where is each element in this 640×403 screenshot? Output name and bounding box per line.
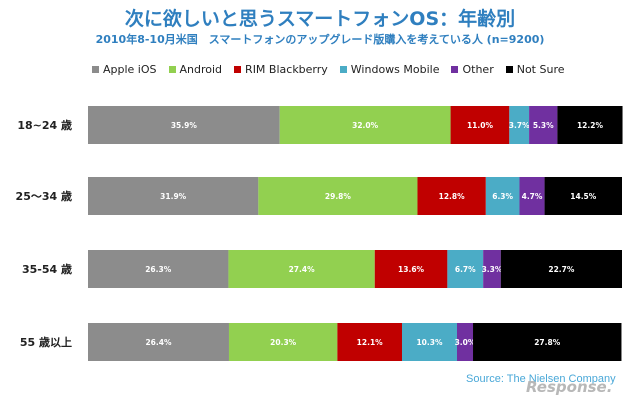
legend-label: Android — [179, 62, 223, 76]
source-note: Source: The Nielsen Company — [466, 373, 616, 385]
legend-swatch — [505, 65, 513, 73]
bar-segment — [228, 250, 375, 288]
legend-label: RIM Blackberry — [245, 62, 328, 76]
legend-label: Windows Mobile — [350, 62, 440, 76]
category-label: 55 歳以上 — [20, 335, 72, 349]
bar-segment — [509, 106, 530, 144]
legend-item: Not Sure — [505, 62, 565, 76]
category-label: 18~24 歳 — [17, 118, 72, 132]
bar-segment — [450, 106, 510, 144]
legend-swatch — [451, 65, 459, 73]
bar-segment — [88, 323, 229, 361]
data-label: 11.0% — [467, 121, 494, 130]
legend-item: Windows Mobile — [339, 62, 440, 76]
legend-swatch — [168, 65, 176, 73]
data-label: 13.6% — [398, 265, 425, 274]
bar-segment — [473, 323, 622, 361]
data-label: 22.7% — [548, 265, 575, 274]
data-label: 20.3% — [270, 338, 297, 347]
bar-segment — [374, 250, 448, 288]
category-label: 25～34 歳 — [16, 189, 72, 203]
data-label: 6.7% — [455, 265, 476, 274]
data-label: 4.7% — [522, 192, 543, 201]
watermark-logo: Response. — [526, 378, 613, 396]
legend-swatch — [234, 65, 242, 73]
bar-segment — [337, 323, 402, 361]
bar-segment — [544, 177, 622, 215]
bar-segment — [258, 177, 418, 215]
data-label: 32.0% — [352, 121, 379, 130]
legend-swatch — [92, 65, 99, 73]
bar-segment — [88, 106, 280, 144]
data-label: 5.3% — [533, 121, 554, 130]
chart-subtitle: 2010年8-10月米国 スマートフォンのアップグレード版購入を考えている人 (… — [95, 33, 545, 46]
bar-segment — [557, 106, 623, 144]
legend-item: Android — [168, 62, 223, 76]
bar-segment — [88, 177, 259, 215]
data-label: 27.4% — [289, 265, 316, 274]
bar-segment — [447, 250, 484, 288]
data-label: 6.3% — [492, 192, 513, 201]
data-label: 27.8% — [534, 338, 561, 347]
bar-segment — [228, 323, 338, 361]
data-label: 12.1% — [357, 338, 384, 347]
bar-segment — [279, 106, 451, 144]
bar-segment — [401, 323, 457, 361]
bar-segment — [485, 177, 520, 215]
chart-title: 次に欲しいと思うスマートフォンOS：年齢別 — [124, 8, 516, 30]
data-label: 26.3% — [145, 265, 172, 274]
data-label: 35.9% — [171, 121, 198, 130]
data-label: 3.3% — [482, 265, 503, 274]
data-label: 12.2% — [577, 121, 604, 130]
legend-item: RIM Blackberry — [234, 63, 328, 76]
data-label: 14.5% — [570, 192, 597, 201]
data-label: 3.7% — [509, 121, 530, 130]
data-label: 26.4% — [145, 338, 172, 347]
category-label: 35-54 歳 — [22, 262, 72, 276]
legend-label: Apple iOS — [103, 62, 157, 76]
bar-segment — [456, 323, 474, 361]
bar-segment — [519, 177, 545, 215]
legend-item: Apple iOS — [92, 63, 157, 76]
data-label: 10.3% — [416, 338, 443, 347]
bar-segment — [500, 250, 622, 288]
bar-segment — [483, 250, 501, 288]
legend-label: Not Sure — [516, 62, 565, 76]
bar-segment — [529, 106, 558, 144]
bar-segment — [417, 177, 486, 215]
legend-label: Other — [462, 62, 494, 76]
legend: Apple iOS Android RIM Blackberry Windows Mo… — [92, 62, 577, 76]
data-label: 12.8% — [439, 192, 466, 201]
data-label: 29.8% — [325, 192, 352, 201]
legend-item: Other — [451, 62, 494, 76]
data-label: 3.0% — [455, 338, 476, 347]
legend-swatch — [339, 65, 347, 73]
data-label: 31.9% — [160, 192, 187, 201]
bar-segment — [88, 250, 229, 288]
